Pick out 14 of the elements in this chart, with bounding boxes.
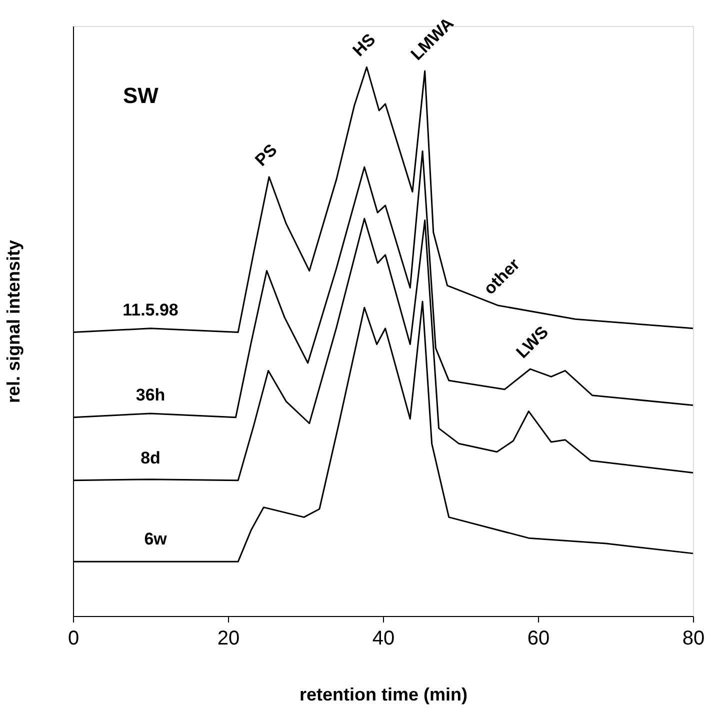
x-tick-label: 80 — [682, 628, 705, 650]
annotation: SW — [123, 83, 159, 108]
x-tick-label: 20 — [217, 628, 240, 650]
series-label: 36h — [136, 385, 166, 404]
annotation: HS — [349, 30, 380, 60]
x-tick-label: 40 — [372, 628, 395, 650]
series-label: 6w — [144, 530, 168, 549]
annotation: PS — [251, 140, 281, 170]
series-label: 8d — [140, 448, 160, 468]
x-tick-label: 60 — [527, 628, 550, 650]
y-axis-title: rel. signal intensity — [4, 240, 24, 404]
series-label: 11.5.98 — [122, 300, 178, 320]
x-axis-title: retention time (min) — [299, 684, 468, 704]
x-tick-label: 0 — [68, 628, 80, 650]
